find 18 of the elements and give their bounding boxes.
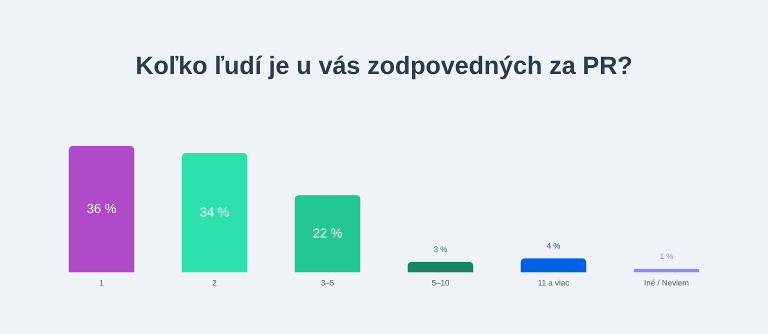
- x-tick-label: 5–10: [432, 278, 450, 288]
- x-tick-label: Iné / Neviem: [644, 278, 690, 288]
- data-label: 34 %: [200, 204, 230, 220]
- bar: [182, 153, 248, 272]
- bar: [68, 146, 134, 272]
- data-label: 36 %: [86, 200, 117, 216]
- bar: [408, 262, 474, 272]
- x-tick-label: 11 a viac: [538, 278, 570, 288]
- data-label: 22 %: [312, 225, 343, 240]
- bar: [294, 195, 360, 272]
- chart-title: Koľko ľudí je u vás zodpovedných za PR?: [135, 52, 633, 80]
- x-tick-label: 1: [99, 278, 104, 288]
- bar: [520, 258, 586, 272]
- data-label: 1 %: [660, 252, 674, 262]
- x-tick-label: 3–5: [320, 278, 335, 288]
- data-label: 3 %: [434, 245, 448, 254]
- x-tick-label: 2: [212, 278, 218, 288]
- data-label: 4 %: [546, 242, 560, 251]
